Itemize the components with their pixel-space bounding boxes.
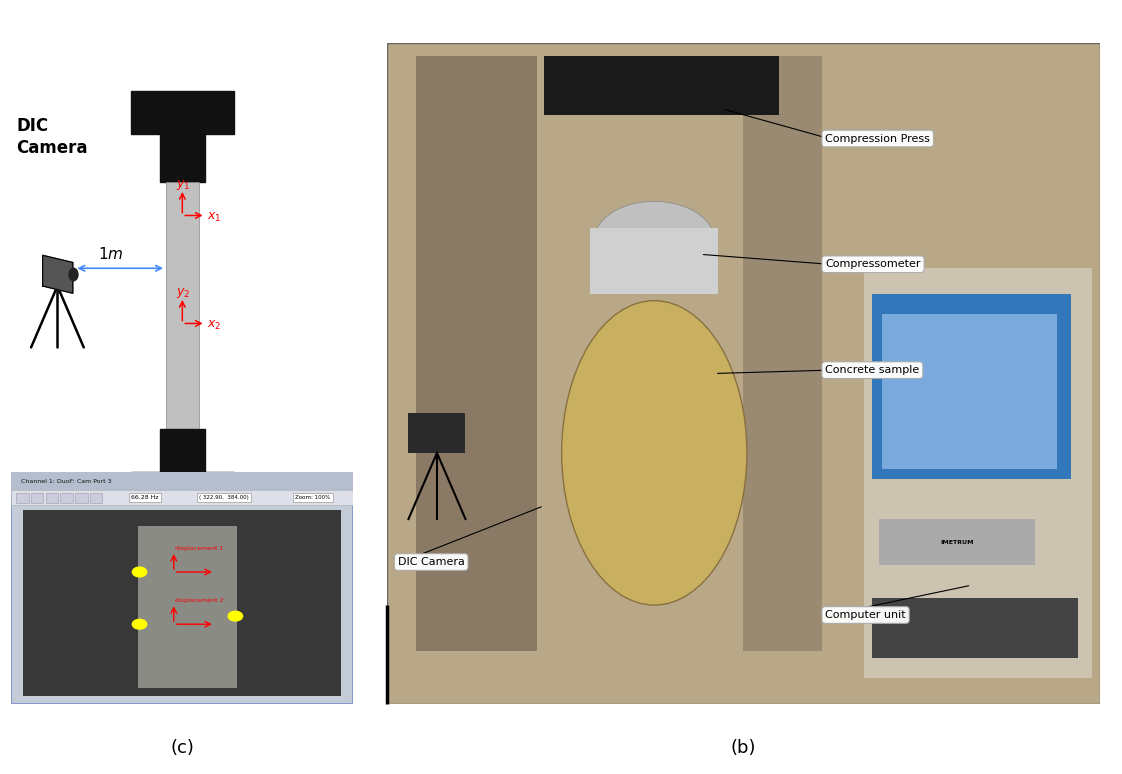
- Circle shape: [70, 269, 77, 281]
- Bar: [24, 511, 341, 697]
- Bar: [160, 429, 204, 472]
- Text: Computer unit: Computer unit: [826, 610, 905, 620]
- Bar: [160, 132, 204, 182]
- Bar: [31, 493, 44, 503]
- Bar: [590, 228, 718, 294]
- Text: 66.28 Hz: 66.28 Hz: [131, 495, 158, 500]
- Polygon shape: [43, 255, 73, 293]
- Bar: [46, 493, 58, 503]
- Bar: [872, 294, 1072, 479]
- Text: (c): (c): [171, 739, 194, 757]
- Text: $y_1$: $y_1$: [176, 178, 191, 192]
- Text: Zoom: 100%: Zoom: 100%: [295, 495, 331, 500]
- Bar: [864, 268, 1093, 678]
- Text: $x_2$: $x_2$: [206, 319, 221, 332]
- Text: $x_1$: $x_1$: [206, 211, 221, 224]
- Text: $1m$: $1m$: [98, 245, 123, 262]
- Circle shape: [132, 619, 147, 629]
- Text: (b): (b): [730, 739, 756, 757]
- Text: DIC
Camera: DIC Camera: [17, 117, 88, 157]
- Bar: [743, 56, 821, 652]
- Bar: [408, 413, 466, 453]
- Circle shape: [132, 567, 147, 577]
- Bar: [882, 314, 1057, 469]
- Bar: [131, 91, 233, 134]
- Text: ( 322.90,  384.00): ( 322.90, 384.00): [200, 495, 249, 500]
- Bar: [90, 493, 102, 503]
- Bar: [131, 472, 233, 513]
- Bar: [11, 490, 353, 505]
- Bar: [166, 182, 199, 431]
- Ellipse shape: [594, 201, 715, 281]
- Ellipse shape: [562, 300, 747, 605]
- Text: DIC Camera: DIC Camera: [398, 557, 465, 567]
- Text: Channel 1: DuoF: Cam Port 3: Channel 1: DuoF: Cam Port 3: [21, 478, 112, 484]
- Bar: [544, 56, 779, 115]
- Circle shape: [228, 611, 242, 621]
- Text: IMETRUM: IMETRUM: [940, 539, 974, 545]
- Bar: [138, 526, 237, 688]
- Bar: [11, 472, 353, 490]
- Text: $y_2$: $y_2$: [176, 286, 191, 300]
- Text: displacement 2: displacement 2: [175, 598, 224, 603]
- Text: Compression Press: Compression Press: [826, 134, 930, 143]
- Text: Concrete sample: Concrete sample: [826, 365, 920, 375]
- Bar: [872, 598, 1078, 658]
- Bar: [75, 493, 88, 503]
- Text: displacement 1: displacement 1: [175, 546, 224, 551]
- Bar: [17, 493, 29, 503]
- Bar: [415, 56, 536, 652]
- Text: Compressometer: Compressometer: [826, 259, 921, 269]
- Text: (a): (a): [314, 495, 340, 513]
- Bar: [879, 519, 1036, 565]
- Bar: [61, 493, 73, 503]
